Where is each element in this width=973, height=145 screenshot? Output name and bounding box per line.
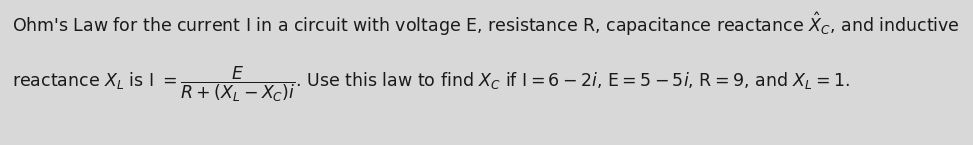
Text: reactance $X_L$ is I $= \dfrac{E}{R+\left(X_L-X_C\right)i}$. Use this law to fin: reactance $X_L$ is I $= \dfrac{E}{R+\lef… (12, 64, 849, 104)
Text: Ohm's Law for the current I in a circuit with voltage E, resistance R, capacitan: Ohm's Law for the current I in a circuit… (12, 10, 959, 38)
